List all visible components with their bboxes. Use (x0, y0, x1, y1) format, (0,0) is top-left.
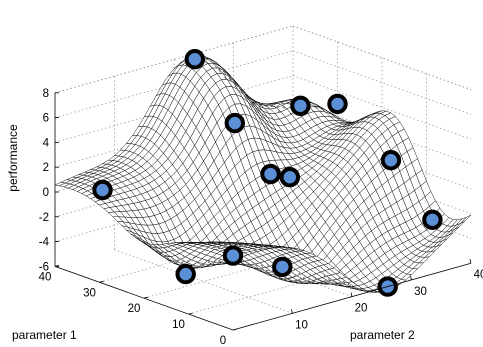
sample-points (92, 49, 443, 297)
z-tick-label: 8 (43, 88, 49, 100)
y-tick-label: 20 (355, 303, 368, 315)
sample-point-2 (92, 179, 113, 201)
sample-point-10 (327, 93, 348, 115)
sample-point-3 (184, 49, 206, 70)
sample-point-7 (272, 256, 293, 278)
y-axis-ticks: 10 20 30 40 (291, 259, 483, 331)
y-tick-label: 30 (414, 286, 427, 298)
y-axis-label: parameter 2 (350, 328, 415, 342)
x-tick-label: 30 (83, 287, 96, 299)
z-tick-label: 0 (43, 187, 49, 199)
z-tick-label: 4 (43, 137, 50, 149)
sample-point-5 (224, 112, 246, 134)
x-tick-label: 20 (128, 303, 141, 315)
sample-point-11 (380, 150, 402, 171)
x-axis-ticks: 40 30 20 10 0 (39, 265, 238, 347)
z-tick-label: 2 (43, 162, 49, 174)
y-tick-label: 40 (474, 269, 483, 281)
z-tick-label: -2 (39, 212, 49, 224)
x-tick-label: 40 (39, 271, 52, 283)
sample-point-1 (222, 245, 244, 266)
y-tick-label: 10 (295, 319, 308, 331)
performance-surface (54, 55, 472, 293)
x-tick-label: 10 (172, 319, 185, 331)
sample-point-8 (279, 167, 300, 188)
z-axis-label: performance (6, 124, 20, 192)
sample-point-6 (260, 163, 281, 185)
z-tick-label: 6 (43, 113, 49, 125)
sample-point-9 (290, 95, 311, 117)
x-axis-label: parameter 1 (12, 328, 77, 342)
z-tick-label: -4 (39, 237, 50, 249)
z-tick-label: -6 (39, 261, 49, 273)
sample-point-12 (422, 209, 443, 231)
z-axis-ticks: 8 6 4 2 0 -2 -4 -6 (39, 88, 59, 273)
x-tick-label: 0 (220, 335, 226, 347)
sample-point-4 (175, 263, 196, 285)
